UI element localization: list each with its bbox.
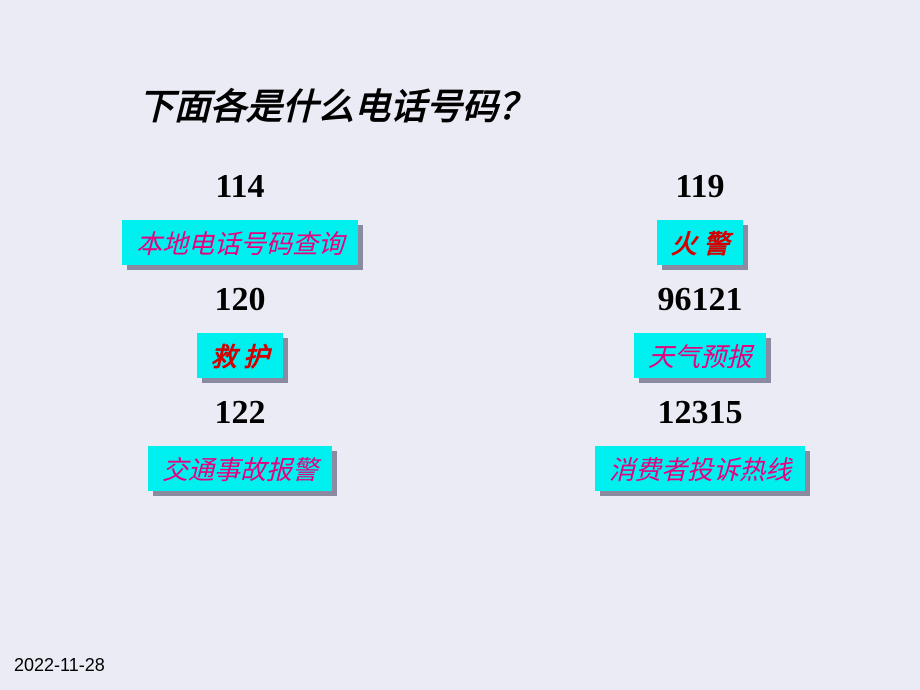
label-box: 交通事故报警 <box>148 446 332 491</box>
slide-title: 下面各是什么电话号码？ <box>138 78 534 130</box>
label-text: 本地电话号码查询 <box>122 220 358 265</box>
label-text: 火 警 <box>657 220 744 265</box>
slide-date: 2022-11-28 <box>14 655 105 676</box>
phone-number: 114 <box>215 168 264 206</box>
label-box: 消费者投诉热线 <box>595 446 805 491</box>
phone-number: 12315 <box>657 394 742 432</box>
right-column: 119 火 警 96121 天气预报 12315 消费者投诉热线 <box>500 168 900 491</box>
label-text: 交通事故报警 <box>148 446 332 491</box>
label-text: 消费者投诉热线 <box>595 446 805 491</box>
entry: 96121 天气预报 <box>634 281 766 378</box>
left-column: 114 本地电话号码查询 120 救 护 122 交通事故报警 <box>40 168 440 491</box>
entry: 120 救 护 <box>197 281 284 378</box>
content-grid: 114 本地电话号码查询 120 救 护 122 交通事故报警 119 <box>0 168 920 491</box>
label-text: 救 护 <box>197 333 284 378</box>
phone-number: 119 <box>675 168 724 206</box>
label-text: 天气预报 <box>634 333 766 378</box>
label-box: 天气预报 <box>634 333 766 378</box>
label-box: 本地电话号码查询 <box>122 220 358 265</box>
label-box: 火 警 <box>657 220 744 265</box>
label-box: 救 护 <box>197 333 284 378</box>
entry: 122 交通事故报警 <box>148 394 332 491</box>
phone-number: 120 <box>214 281 265 319</box>
entry: 12315 消费者投诉热线 <box>595 394 805 491</box>
entry: 119 火 警 <box>657 168 744 265</box>
phone-number: 96121 <box>657 281 742 319</box>
entry: 114 本地电话号码查询 <box>122 168 358 265</box>
phone-number: 122 <box>214 394 265 432</box>
